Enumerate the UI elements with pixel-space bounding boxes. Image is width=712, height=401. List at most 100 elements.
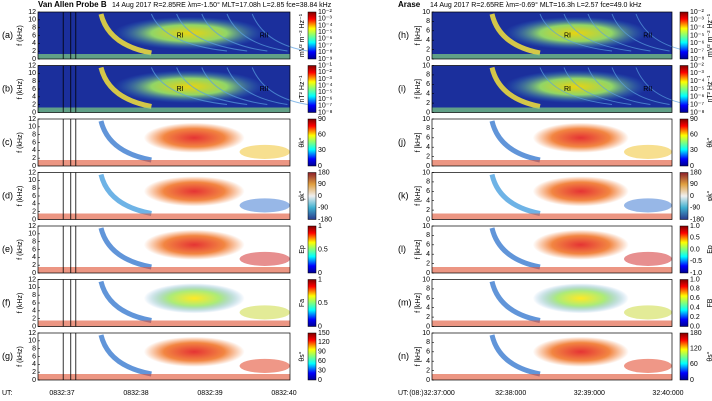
emission-tail: [239, 144, 290, 159]
colorbar-tick-label: 0: [690, 377, 694, 384]
whistler-trace: [98, 173, 152, 216]
y-tick-label: 6: [32, 193, 36, 200]
faint-trace: [150, 13, 228, 52]
colorbar-tick-label: 10⁻³: [690, 70, 704, 77]
colorbar-tick-label: 10⁻²: [318, 9, 332, 16]
faint-trace: [563, 67, 632, 105]
colorbar-tick-label: 0: [690, 163, 694, 170]
panel-frame: [431, 225, 673, 274]
colorbar-tick-label: 10⁻⁶: [318, 36, 332, 43]
y-tick-label: 8: [426, 179, 430, 186]
y-tick-label: 0: [426, 163, 430, 170]
y-tick-label: 0: [426, 377, 430, 384]
colorbar: [307, 65, 317, 113]
annotation: RI: [177, 32, 184, 39]
colorbar-tick-label: 10⁻³: [318, 16, 332, 23]
y-tick-label: 8: [426, 125, 430, 132]
colorbar-tick-label: 10⁻⁴: [690, 25, 705, 32]
colorbar-tick-label: -0.5: [690, 258, 702, 265]
colorbar-label: nT² Hz⁻¹: [299, 75, 306, 103]
y-tick-label: 0: [32, 216, 36, 223]
whistler-trace: [98, 334, 152, 377]
colorbar-label: mV² m⁻² Hz⁻¹: [299, 13, 306, 57]
colorbar-tick-label: 10⁻⁸: [318, 109, 332, 116]
annotation: RII: [643, 32, 652, 39]
colorbar: [679, 11, 689, 60]
colorbar: [679, 332, 689, 381]
low-band: [432, 320, 672, 327]
whistler-trace: [489, 280, 541, 323]
y-tick-label: 4: [426, 358, 430, 365]
faint-trace: [176, 13, 248, 52]
colorbar-tick-label: 1: [318, 223, 322, 230]
colorbar-tick-label: 90: [318, 181, 326, 188]
y-tick-label: 4: [32, 308, 36, 315]
y-tick-label: 8: [426, 339, 430, 346]
emission-blob: [113, 16, 265, 50]
colorbar-tick-label: 10⁻⁵: [690, 86, 704, 93]
y-tick-label: 6: [32, 86, 36, 93]
y-axis-label: f (kHz): [17, 186, 24, 207]
ut-label: UT:: [2, 390, 13, 397]
y-tick-label: 8: [426, 72, 430, 79]
colorbar-tick-label: 180: [318, 169, 330, 176]
colorbar-tick-label: 0.5: [318, 300, 328, 307]
low-band: [432, 267, 672, 273]
y-tick-label: 4: [426, 91, 430, 98]
emission-blob: [504, 16, 648, 50]
emission-blob: [143, 229, 245, 260]
whistler-trace: [489, 66, 541, 109]
y-axis-label: f [kHz]: [415, 79, 422, 99]
y-tick-label: 2: [426, 46, 430, 53]
colorbar-tick-label: 90: [318, 349, 326, 356]
y-tick-label: 6: [426, 295, 430, 302]
y-axis-label: f (kHz): [17, 79, 24, 100]
colorbar-tick-label: 10⁻⁵: [318, 29, 332, 36]
colorbar-tick-label: 0.6: [690, 295, 700, 302]
colorbar-tick-label: -90: [690, 205, 700, 212]
whistler-trace: [98, 120, 152, 163]
colorbar-tick-label: 0.0: [690, 246, 700, 253]
y-tick-label: 2: [32, 48, 36, 55]
colorbar-tick-label: 180: [690, 169, 702, 176]
y-axis-label: f [kHz]: [415, 347, 422, 367]
colorbar-tick-label: 10⁻⁷: [318, 103, 332, 110]
y-tick-label: 12: [28, 330, 36, 337]
faint-trace: [539, 13, 613, 52]
low-band: [38, 160, 290, 166]
y-tick-label: 2: [32, 369, 36, 376]
right-title: Arase: [398, 0, 421, 9]
annotation: RII: [260, 86, 269, 93]
emission-tail: [239, 358, 290, 373]
y-tick-label: 0: [426, 323, 430, 330]
colorbar-tick-label: 10⁻⁵: [318, 89, 332, 96]
colorbar: [307, 225, 317, 274]
x-tick-label: 32:40:000: [652, 390, 683, 397]
colorbar: [679, 65, 689, 113]
colorbar: [679, 118, 689, 167]
whistler-trace: [489, 334, 541, 377]
panel-frame: [431, 118, 673, 167]
y-tick-label: 2: [32, 262, 36, 269]
y-tick-label: 6: [32, 300, 36, 307]
colorbar-tick-label: 10⁻⁸: [690, 56, 704, 63]
colorbar-label: mV² m⁻² Hz⁻¹: [707, 13, 712, 57]
faint-trace: [539, 67, 613, 105]
low-band: [38, 54, 290, 59]
colorbar: [307, 279, 317, 327]
colorbar-tick-label: 150: [318, 330, 330, 337]
whistler-trace: [489, 227, 541, 270]
y-tick-label: 2: [32, 102, 36, 109]
colorbar-tick-label: 0: [318, 270, 322, 277]
left-title: Van Allen Probe B: [38, 0, 107, 9]
panel-letter: (h): [398, 30, 409, 40]
low-band: [38, 267, 290, 273]
emission-blob: [143, 122, 245, 153]
y-tick-label: 12: [28, 169, 36, 176]
faint-trace: [587, 13, 651, 52]
y-tick-label: 12: [28, 9, 36, 16]
faint-trace: [150, 67, 228, 105]
y-tick-label: 12: [28, 116, 36, 123]
low-band: [432, 374, 672, 380]
y-tick-label: 8: [426, 18, 430, 25]
